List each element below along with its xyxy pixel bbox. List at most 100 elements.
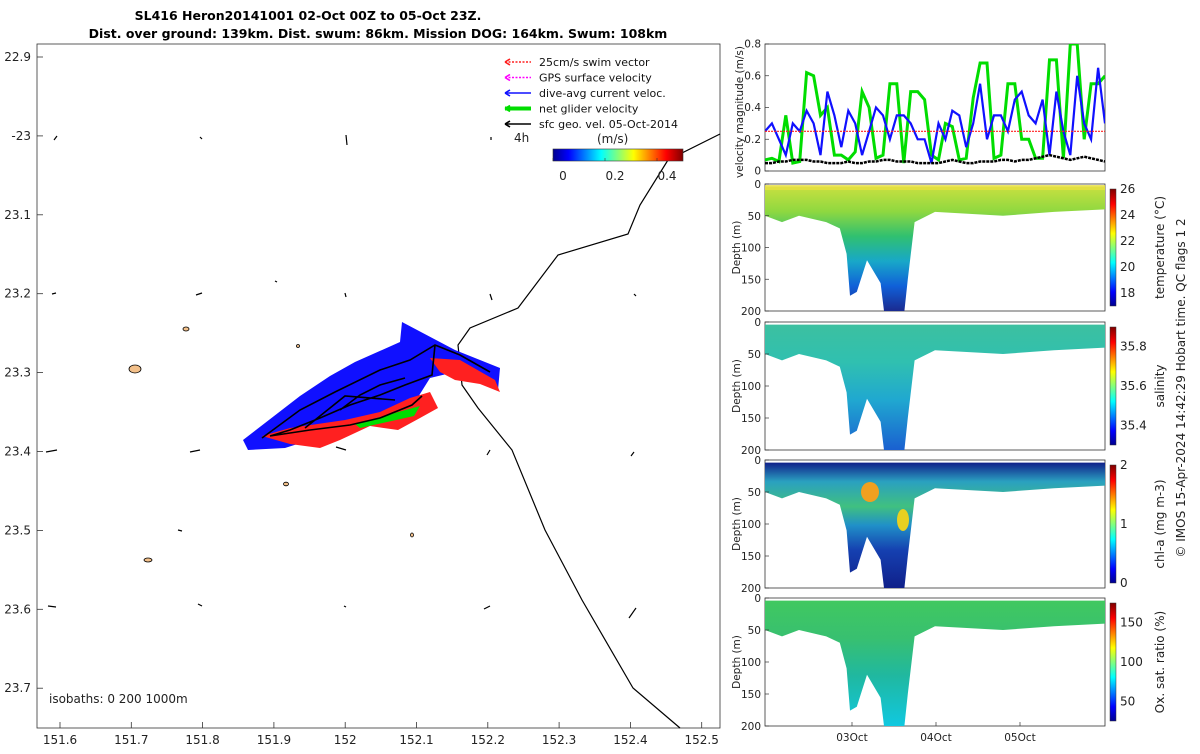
legend-arrowhead xyxy=(504,73,511,82)
section-field xyxy=(765,462,1105,588)
colorbar-tick-label: 50 xyxy=(1120,694,1135,708)
depth-section-panel: 0 50 100 150 200 Depth (m) 2 1 0 chl-a (mg m-3) xyxy=(731,455,1167,595)
velocity-ylabel: velocity magnitude (m/s) xyxy=(734,46,746,178)
map-legend: 25cm/s swim vector GPS surface velocity di… xyxy=(504,56,678,131)
colorbar-tick-label: 100 xyxy=(1120,655,1143,669)
isobaths-label: isobaths: 0 200 1000m xyxy=(49,692,188,706)
colorbar-tick-label: 24 xyxy=(1120,208,1135,222)
map-island xyxy=(410,532,414,538)
map-lon-ticks: 151.6 151.7 151.8 151.9 152 152.1 152.2 152.3 15… xyxy=(43,722,719,747)
colorbar-tick-label: 0 xyxy=(559,169,567,183)
imos-credit: © IMOS 15-Apr-2024 14:42:29 Hobart time.… xyxy=(1174,218,1188,557)
velocity-series-line xyxy=(765,153,1105,165)
depth-tick-label: 150 xyxy=(741,413,761,425)
swim-vectors xyxy=(430,358,500,392)
section-field xyxy=(765,324,1105,450)
velocity-y-ticks: 0 0.2 0.4 0.6 0.8 xyxy=(744,39,769,178)
lat-tick-label: 23.6 xyxy=(4,602,31,616)
legend-label: GPS surface velocity xyxy=(539,72,652,85)
map-island xyxy=(283,481,289,487)
map-island xyxy=(182,326,190,332)
depth-tick-label: 150 xyxy=(741,274,761,286)
time-tick-label: 04Oct xyxy=(920,732,952,744)
legend-arrowhead xyxy=(504,89,511,97)
colorbar-tick-label: 18 xyxy=(1120,286,1135,300)
depth-tick-label: 50 xyxy=(748,625,761,637)
depth-tick-label: 200 xyxy=(741,583,761,595)
depth-tick-label: 150 xyxy=(741,689,761,701)
glider-track xyxy=(261,344,491,439)
map-axes-frame xyxy=(36,43,721,729)
legend-label: sfc geo. vel. 05-Oct-2014 xyxy=(539,118,678,131)
velocity-series-line xyxy=(765,44,1105,165)
net-glider-vectors xyxy=(355,406,420,428)
colorbar-tick-label: 35.4 xyxy=(1120,418,1147,432)
colorbar-label: salinity xyxy=(1153,364,1167,407)
section-field xyxy=(765,186,1105,311)
colorbar-tick-label: 2 xyxy=(1120,458,1128,472)
depth-tick-label: 0 xyxy=(754,317,761,329)
lon-tick-label: 152.5 xyxy=(685,733,719,747)
figure-title-line1: SL416 Heron20141001 02-Oct 00Z to 05-Oct… xyxy=(135,8,482,23)
lon-tick-label: 151.7 xyxy=(114,733,148,747)
sfc-geo-arrows xyxy=(45,134,637,619)
colorbar-tick-label: 1 xyxy=(1120,517,1128,531)
warm-surface-layer xyxy=(765,185,1105,190)
depth-tick-label: 50 xyxy=(748,487,761,499)
section-colorbar xyxy=(1109,188,1117,307)
section-colorbar xyxy=(1109,602,1117,722)
lon-tick-label: 151.6 xyxy=(43,733,77,747)
lat-tick-label: 23.5 xyxy=(4,523,31,537)
depth-tick-label: 200 xyxy=(741,306,761,318)
lon-tick-label: 151.8 xyxy=(185,733,219,747)
map-island xyxy=(128,364,142,374)
velocity-series xyxy=(765,44,1105,165)
time-tick-label: 03Oct xyxy=(836,732,868,744)
colorbar-label: Ox. sat. ratio (%) xyxy=(1153,611,1167,713)
lon-tick-label: 152.3 xyxy=(542,733,576,747)
depth-section-panel: 0 50 100 150 200 Depth (m) 35.8 35.6 35.4 salinit… xyxy=(731,317,1167,457)
velocity-tick-label: 0.4 xyxy=(744,102,761,114)
depth-axis-label: Depth (m) xyxy=(731,635,743,689)
colorbar-tick-label: 0.4 xyxy=(657,169,676,183)
chl-maximum-patch xyxy=(861,482,879,502)
depth-tick-label: 100 xyxy=(741,519,761,531)
lon-tick-label: 152.2 xyxy=(471,733,505,747)
time-tick-label: 05Oct xyxy=(1004,732,1036,744)
lat-tick-label: 23.3 xyxy=(4,366,31,380)
colorbar-tick-label: 0 xyxy=(1120,576,1128,590)
velocity-tick-label: 0 xyxy=(754,166,761,178)
colorbar-tick-label: 22 xyxy=(1120,234,1135,248)
lat-tick-label: 23.2 xyxy=(4,287,31,301)
legend-label: net glider velocity xyxy=(539,103,639,116)
section-colorbar xyxy=(1109,464,1117,584)
colorbar-tick-label: 0.2 xyxy=(605,169,624,183)
legend-label: dive-avg current veloc. xyxy=(539,87,666,100)
section-colorbar xyxy=(1109,326,1117,446)
colorbar-gradient xyxy=(552,148,684,162)
colorbar-label: chl-a (mg m-3) xyxy=(1153,479,1167,568)
colorbar-label: temperature (°C) xyxy=(1153,196,1167,299)
lat-tick-label: 23.4 xyxy=(4,445,31,459)
colorbar-unit-label: (m/s) xyxy=(597,132,628,146)
map-track-line xyxy=(457,133,721,729)
colorbar-tick-label: 150 xyxy=(1120,616,1143,630)
lat-tick-label: 23.1 xyxy=(4,208,31,222)
colorbar-tick-label: 35.8 xyxy=(1120,340,1147,354)
lon-tick-label: 151.9 xyxy=(257,733,291,747)
depth-tick-label: 150 xyxy=(741,551,761,563)
depth-section-panel: 0 50 100 150 200 Depth (m) 26 24 22 20 18 temperatu… xyxy=(731,179,1167,318)
depth-tick-label: 200 xyxy=(741,721,761,733)
legend-arrowhead xyxy=(504,104,511,113)
chl-maximum-patch xyxy=(897,509,909,531)
depth-tick-label: 50 xyxy=(748,349,761,361)
velocity-magnitude-panel: 0 0.2 0.4 0.6 0.8 velocity magnitude (m/s) xyxy=(734,39,1106,178)
velocity-series-line xyxy=(765,67,1105,164)
lat-tick-label: 22.9 xyxy=(4,50,31,64)
depth-tick-label: 0 xyxy=(754,179,761,191)
depth-axis-label: Depth (m) xyxy=(731,497,743,551)
velocity-tick-label: 0.6 xyxy=(744,70,761,82)
